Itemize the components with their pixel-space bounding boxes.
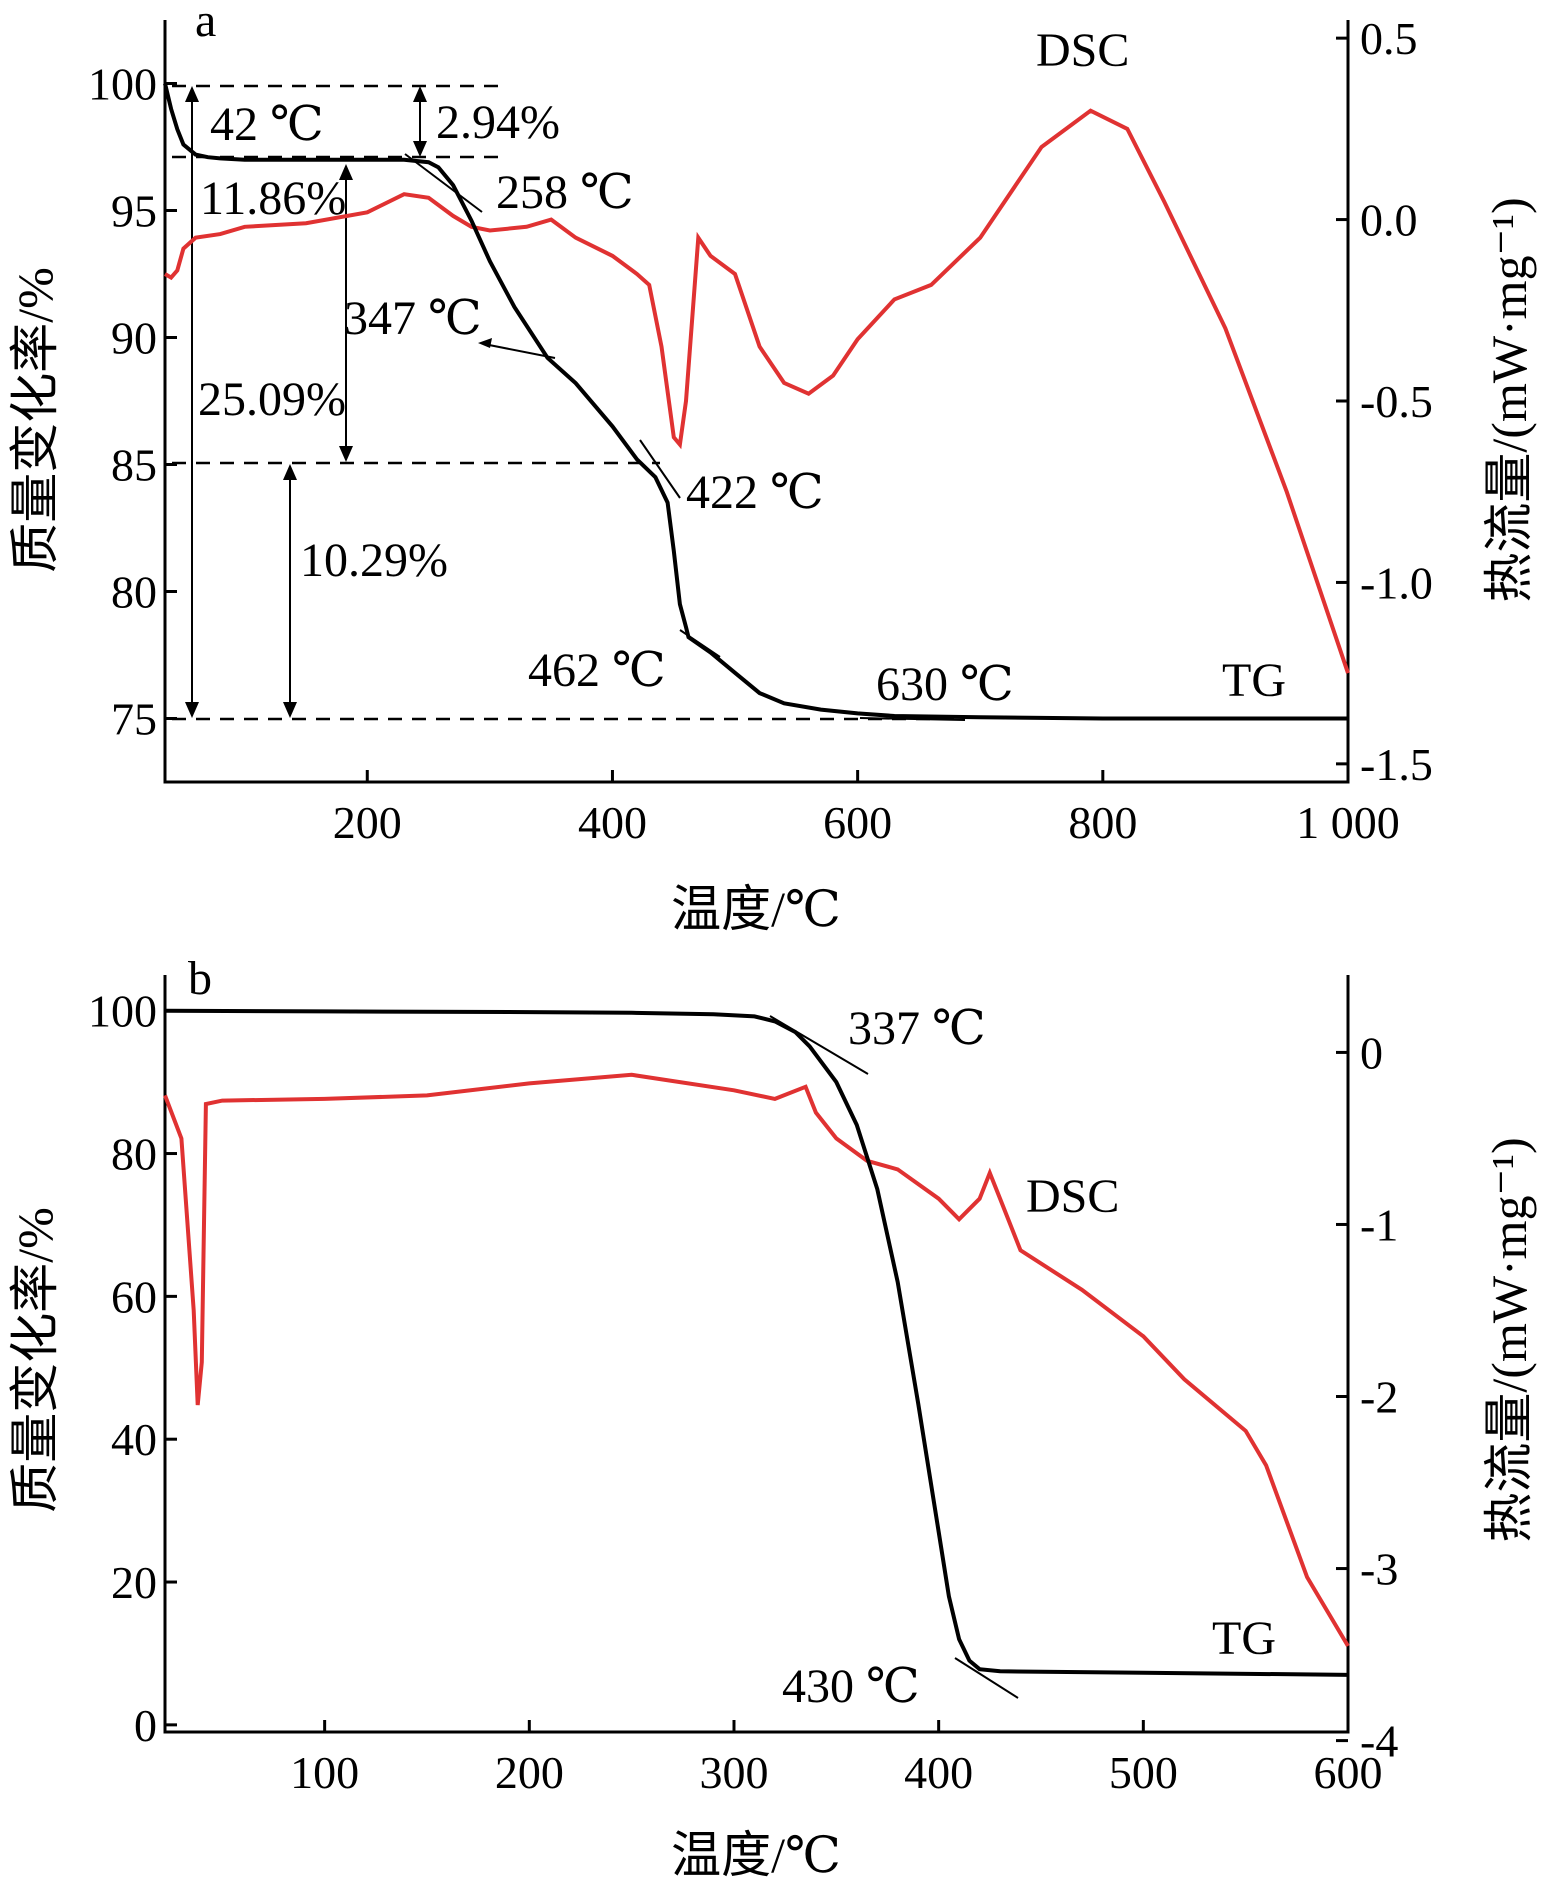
panel-b-y-right-ticks: -4 -3 -2 -1 0 (1336, 1027, 1398, 1767)
panel-b-y-left-tick-label: 60 (111, 1271, 157, 1322)
panel-b-x-tick-label: 600 (1314, 1747, 1383, 1798)
panel-a-annotation-10-29: 10.29% (300, 534, 448, 587)
panel-b-axes-frame (163, 975, 1350, 1734)
panel-b-x-ticks: 100 200 300 400 500 600 (290, 1720, 1383, 1798)
panel-a-tg-series-line (163, 83, 1348, 721)
panel-b-y-right-tick-label: 0 (1360, 1027, 1383, 1078)
panel-a-x-axis-label: 温度/℃ (671, 881, 841, 937)
panel-a-y-left-tick-label: 90 (111, 313, 157, 364)
panel-b-y-right-tick-label: -2 (1360, 1372, 1398, 1423)
panel-a-pointer-347 (483, 343, 556, 359)
panel-a-annotation-347: 347 ℃ (344, 292, 482, 345)
panel-a-y-right-tick-label: -1.5 (1360, 739, 1433, 790)
panel-a-y-right-tick-label: 0.5 (1360, 13, 1418, 64)
panel-a-tg-label: TG (1222, 654, 1286, 707)
panel-a-annotation-42: 42 ℃ (210, 98, 324, 151)
panel-b-annotation-430: 430 ℃ (782, 1660, 920, 1713)
panel-a-y-left-tick-label: 85 (111, 440, 157, 491)
panel-b: b 100 200 300 400 500 600 0 20 40 60 80 100 -4 -3 -2… (7, 952, 1537, 1883)
panel-a-annotation-258: 258 ℃ (496, 166, 634, 219)
panel-a-label: a (195, 0, 216, 47)
panel-b-x-tick-label: 500 (1109, 1747, 1178, 1798)
panel-b-tangent-430 (954, 1657, 1019, 1699)
panel-b-y-left-tick-label: 20 (111, 1557, 157, 1608)
panel-a-annotation-11-86: 11.86% (200, 172, 346, 225)
panel-a-arrow-2-94-heads (413, 86, 427, 157)
panel-b-x-axis-label: 温度/℃ (671, 1827, 841, 1883)
panel-a-y-left-tick-label: 95 (111, 186, 157, 237)
panel-b-annotation-337: 337 ℃ (848, 1002, 986, 1055)
panel-a-x-ticks: 200 400 600 800 1 000 (333, 770, 1400, 848)
panel-b-y-right-tick-label: -1 (1360, 1199, 1398, 1250)
panel-b-y-left-tick-label: 100 (88, 986, 157, 1037)
panel-a-x-tick-label: 800 (1068, 797, 1137, 848)
panel-a-annotation-25-09: 25.09% (198, 373, 346, 426)
panel-b-y-right-axis-label: 热流量/(mW·mg⁻¹) (1481, 1137, 1537, 1542)
panel-b-tg-label: TG (1212, 1612, 1276, 1665)
panel-a-y-left-tick-label: 80 (111, 567, 157, 618)
panel-b-tg-series-line (164, 1008, 1349, 1677)
panel-a-tangent-422 (639, 439, 681, 499)
panel-a-annotation-422: 422 ℃ (686, 466, 824, 519)
panel-b-label: b (188, 952, 212, 1005)
panel-b-y-left-ticks: 0 20 40 60 80 100 (88, 986, 177, 1751)
panel-b-x-tick-label: 400 (904, 1747, 973, 1798)
panel-a-pointer-347-head (478, 338, 492, 348)
panel-a-x-tick-label: 200 (333, 797, 402, 848)
panel-a-y-right-tick-label: 0.0 (1360, 195, 1418, 246)
panel-b-y-right-tick-label: -3 (1360, 1544, 1398, 1595)
panel-a-annotation-462: 462 ℃ (528, 644, 666, 697)
panel-a-y-left-tick-label: 100 (88, 59, 157, 110)
panel-a-x-tick-label: 600 (823, 797, 892, 848)
panel-a-y-right-axis-label: 热流量/(mW·mg⁻¹) (1481, 197, 1537, 602)
panel-b-y-left-axis-label: 质量变化率/% (7, 1207, 63, 1513)
panel-b-dsc-label: DSC (1026, 1170, 1119, 1223)
panel-a-y-left-tick-label: 75 (111, 694, 157, 745)
panel-b-dsc-series-line (163, 1072, 1350, 1648)
panel-b-y-left-tick-label: 80 (111, 1129, 157, 1180)
panel-b-x-tick-label: 200 (495, 1747, 564, 1798)
panel-a-y-left-axis-label: 质量变化率/% (7, 267, 63, 573)
panel-a-tangent-258 (404, 153, 483, 213)
panel-b-y-left-tick-label: 0 (134, 1700, 157, 1751)
panel-a-dsc-series-line (163, 108, 1350, 674)
panel-a-y-left-ticks: 75 80 85 90 95 100 (88, 59, 177, 745)
panel-a-y-right-tick-label: -1.0 (1360, 557, 1433, 608)
panel-a-x-tick-label: 400 (578, 797, 647, 848)
panel-a-y-right-tick-label: -0.5 (1360, 376, 1433, 427)
panel-a-annotation-2-94: 2.94% (436, 96, 560, 149)
panel-a-x-tick-label: 1 000 (1296, 797, 1400, 848)
panel-a-tangent-630 (859, 717, 966, 721)
panel-b-x-tick-label: 300 (699, 1747, 768, 1798)
panel-b-x-tick-label: 100 (290, 1747, 359, 1798)
panel-a-y-right-ticks: -1.5 -1.0 -0.5 0.0 0.5 (1336, 13, 1433, 790)
panel-b-y-right-tick-label: -4 (1360, 1716, 1398, 1767)
panel-a-dsc-label: DSC (1036, 24, 1129, 77)
panel-b-y-left-tick-label: 40 (111, 1414, 157, 1465)
panel-a-annotation-630: 630 ℃ (876, 658, 1014, 711)
